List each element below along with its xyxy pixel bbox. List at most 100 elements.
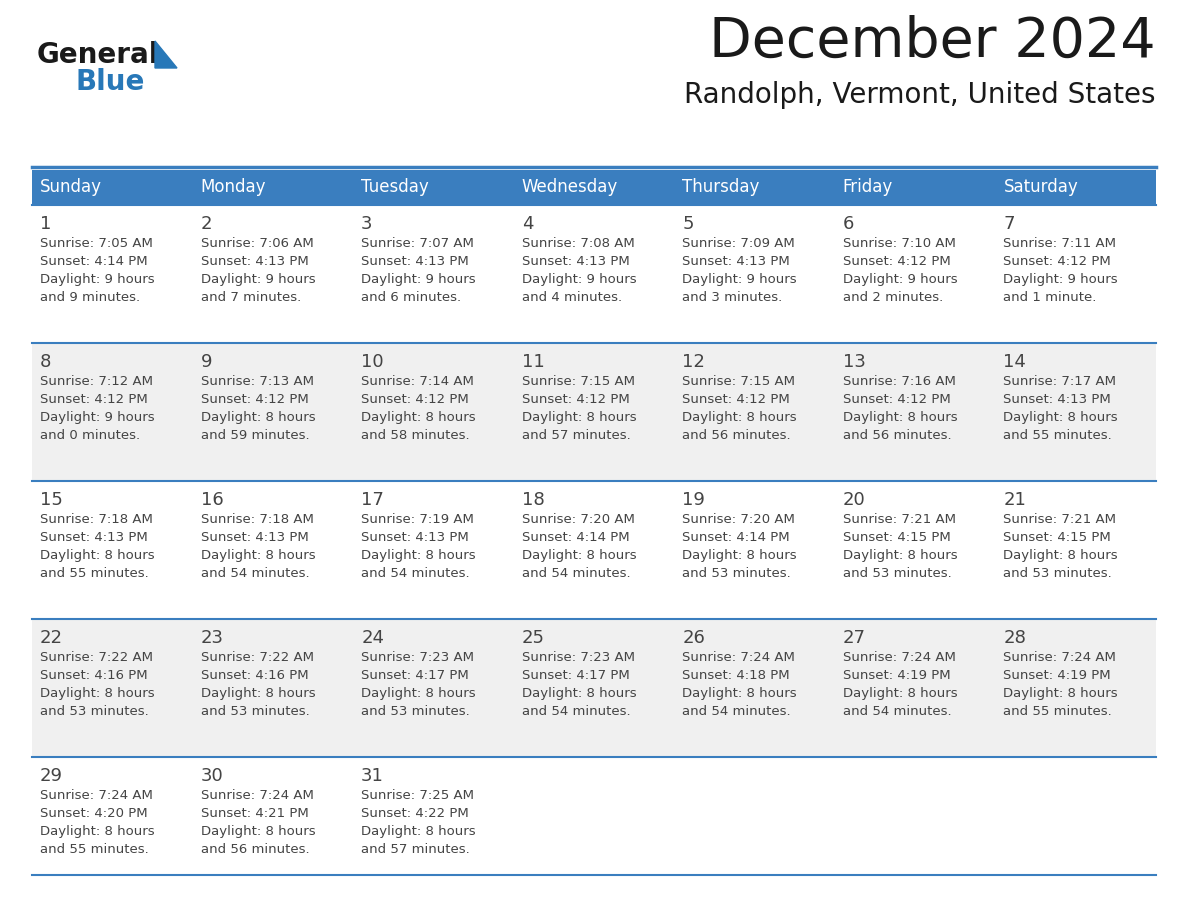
- Text: 4: 4: [522, 215, 533, 233]
- Text: 28: 28: [1004, 629, 1026, 647]
- Text: Sunrise: 7:18 AM: Sunrise: 7:18 AM: [40, 513, 153, 526]
- Text: Saturday: Saturday: [1004, 178, 1079, 196]
- Text: Sunset: 4:12 PM: Sunset: 4:12 PM: [1004, 255, 1111, 268]
- Text: Sunrise: 7:07 AM: Sunrise: 7:07 AM: [361, 237, 474, 250]
- Text: 11: 11: [522, 353, 544, 371]
- Text: 22: 22: [40, 629, 63, 647]
- Text: Daylight: 9 hours: Daylight: 9 hours: [522, 273, 637, 286]
- Text: and 54 minutes.: and 54 minutes.: [842, 705, 952, 718]
- Text: 16: 16: [201, 491, 223, 509]
- Text: Wednesday: Wednesday: [522, 178, 618, 196]
- Text: Sunset: 4:12 PM: Sunset: 4:12 PM: [201, 393, 309, 406]
- Text: Sunrise: 7:06 AM: Sunrise: 7:06 AM: [201, 237, 314, 250]
- Text: Sunset: 4:19 PM: Sunset: 4:19 PM: [1004, 669, 1111, 682]
- Text: Sunset: 4:13 PM: Sunset: 4:13 PM: [361, 255, 469, 268]
- Text: Sunset: 4:21 PM: Sunset: 4:21 PM: [201, 807, 309, 820]
- Text: Sunset: 4:16 PM: Sunset: 4:16 PM: [40, 669, 147, 682]
- Text: and 56 minutes.: and 56 minutes.: [682, 429, 791, 442]
- Text: Sunrise: 7:11 AM: Sunrise: 7:11 AM: [1004, 237, 1117, 250]
- Text: and 4 minutes.: and 4 minutes.: [522, 291, 621, 304]
- Text: Sunset: 4:12 PM: Sunset: 4:12 PM: [842, 393, 950, 406]
- Text: Sunrise: 7:19 AM: Sunrise: 7:19 AM: [361, 513, 474, 526]
- Text: Sunset: 4:13 PM: Sunset: 4:13 PM: [201, 531, 309, 544]
- Text: Tuesday: Tuesday: [361, 178, 429, 196]
- Text: Sunrise: 7:16 AM: Sunrise: 7:16 AM: [842, 375, 955, 388]
- Text: Sunrise: 7:14 AM: Sunrise: 7:14 AM: [361, 375, 474, 388]
- Text: Sunset: 4:12 PM: Sunset: 4:12 PM: [40, 393, 147, 406]
- Bar: [353, 170, 513, 205]
- Text: Sunset: 4:13 PM: Sunset: 4:13 PM: [522, 255, 630, 268]
- Text: 24: 24: [361, 629, 384, 647]
- Bar: [996, 170, 1156, 205]
- Text: and 9 minutes.: and 9 minutes.: [40, 291, 140, 304]
- Text: Daylight: 9 hours: Daylight: 9 hours: [40, 411, 154, 424]
- Text: Friday: Friday: [842, 178, 893, 196]
- Text: and 2 minutes.: and 2 minutes.: [842, 291, 943, 304]
- Text: Daylight: 9 hours: Daylight: 9 hours: [842, 273, 958, 286]
- Text: Sunrise: 7:23 AM: Sunrise: 7:23 AM: [361, 651, 474, 664]
- Text: 15: 15: [40, 491, 63, 509]
- Text: Sunset: 4:15 PM: Sunset: 4:15 PM: [1004, 531, 1111, 544]
- Text: Sunrise: 7:18 AM: Sunrise: 7:18 AM: [201, 513, 314, 526]
- Text: Sunrise: 7:24 AM: Sunrise: 7:24 AM: [201, 789, 314, 802]
- Text: Sunset: 4:13 PM: Sunset: 4:13 PM: [682, 255, 790, 268]
- Bar: [835, 170, 996, 205]
- Text: 31: 31: [361, 767, 384, 785]
- Text: Daylight: 9 hours: Daylight: 9 hours: [40, 273, 154, 286]
- Text: Daylight: 8 hours: Daylight: 8 hours: [201, 825, 315, 838]
- Text: Sunrise: 7:24 AM: Sunrise: 7:24 AM: [682, 651, 795, 664]
- Bar: [513, 170, 675, 205]
- Text: Sunrise: 7:08 AM: Sunrise: 7:08 AM: [522, 237, 634, 250]
- Text: Sunset: 4:15 PM: Sunset: 4:15 PM: [842, 531, 950, 544]
- Bar: [192, 170, 353, 205]
- Text: and 55 minutes.: and 55 minutes.: [1004, 705, 1112, 718]
- Text: and 54 minutes.: and 54 minutes.: [201, 567, 309, 580]
- Text: Sunset: 4:14 PM: Sunset: 4:14 PM: [522, 531, 630, 544]
- Text: Sunrise: 7:24 AM: Sunrise: 7:24 AM: [842, 651, 955, 664]
- Text: 23: 23: [201, 629, 223, 647]
- Text: Sunrise: 7:22 AM: Sunrise: 7:22 AM: [201, 651, 314, 664]
- Text: Sunset: 4:13 PM: Sunset: 4:13 PM: [40, 531, 147, 544]
- Text: 6: 6: [842, 215, 854, 233]
- Text: Daylight: 8 hours: Daylight: 8 hours: [1004, 411, 1118, 424]
- Text: Daylight: 8 hours: Daylight: 8 hours: [682, 411, 797, 424]
- Text: and 53 minutes.: and 53 minutes.: [1004, 567, 1112, 580]
- Text: 12: 12: [682, 353, 706, 371]
- Text: and 58 minutes.: and 58 minutes.: [361, 429, 469, 442]
- Text: Daylight: 8 hours: Daylight: 8 hours: [40, 549, 154, 562]
- Text: 7: 7: [1004, 215, 1015, 233]
- Text: and 53 minutes.: and 53 minutes.: [682, 567, 791, 580]
- Text: Daylight: 8 hours: Daylight: 8 hours: [40, 687, 154, 700]
- Text: and 1 minute.: and 1 minute.: [1004, 291, 1097, 304]
- Text: Daylight: 9 hours: Daylight: 9 hours: [1004, 273, 1118, 286]
- Text: Sunrise: 7:23 AM: Sunrise: 7:23 AM: [522, 651, 634, 664]
- Text: Daylight: 8 hours: Daylight: 8 hours: [1004, 687, 1118, 700]
- Text: and 54 minutes.: and 54 minutes.: [361, 567, 469, 580]
- Text: and 54 minutes.: and 54 minutes.: [522, 705, 631, 718]
- Text: Sunrise: 7:22 AM: Sunrise: 7:22 AM: [40, 651, 153, 664]
- Text: and 55 minutes.: and 55 minutes.: [40, 843, 148, 856]
- Text: Sunset: 4:14 PM: Sunset: 4:14 PM: [682, 531, 790, 544]
- Text: 2: 2: [201, 215, 213, 233]
- Text: Sunset: 4:12 PM: Sunset: 4:12 PM: [682, 393, 790, 406]
- Text: 29: 29: [40, 767, 63, 785]
- Text: Sunset: 4:14 PM: Sunset: 4:14 PM: [40, 255, 147, 268]
- Text: Daylight: 8 hours: Daylight: 8 hours: [361, 411, 475, 424]
- Text: Randolph, Vermont, United States: Randolph, Vermont, United States: [684, 81, 1156, 109]
- Text: 5: 5: [682, 215, 694, 233]
- Bar: [32, 343, 1156, 481]
- Text: 18: 18: [522, 491, 544, 509]
- Text: Blue: Blue: [75, 68, 145, 96]
- Text: 3: 3: [361, 215, 373, 233]
- Text: and 57 minutes.: and 57 minutes.: [361, 843, 470, 856]
- Text: Daylight: 8 hours: Daylight: 8 hours: [1004, 549, 1118, 562]
- Text: Sunrise: 7:24 AM: Sunrise: 7:24 AM: [40, 789, 153, 802]
- Text: Daylight: 8 hours: Daylight: 8 hours: [842, 411, 958, 424]
- Text: December 2024: December 2024: [709, 15, 1156, 69]
- Text: Daylight: 8 hours: Daylight: 8 hours: [522, 549, 637, 562]
- Text: and 6 minutes.: and 6 minutes.: [361, 291, 461, 304]
- Text: General: General: [37, 41, 159, 69]
- Text: 20: 20: [842, 491, 866, 509]
- Text: Sunday: Sunday: [40, 178, 102, 196]
- Text: Sunset: 4:17 PM: Sunset: 4:17 PM: [361, 669, 469, 682]
